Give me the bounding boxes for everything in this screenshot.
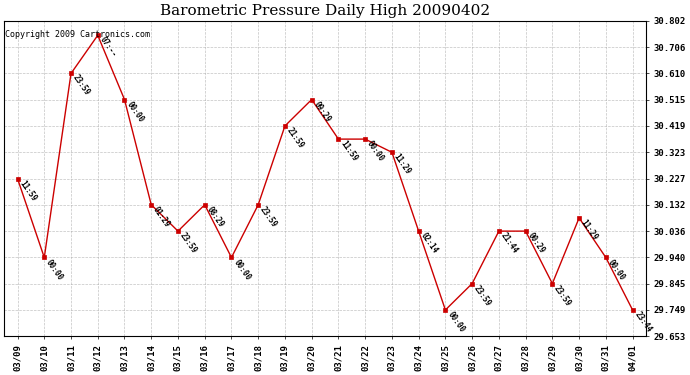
Text: 00:00: 00:00 <box>44 258 65 282</box>
Text: 00:00: 00:00 <box>124 99 145 124</box>
Text: 21:59: 21:59 <box>285 126 306 150</box>
Text: 00:00: 00:00 <box>445 310 466 334</box>
Text: 23:59: 23:59 <box>553 284 573 308</box>
Text: 00:29: 00:29 <box>526 231 546 255</box>
Text: 00:00: 00:00 <box>606 258 627 282</box>
Text: 09:29: 09:29 <box>312 99 333 124</box>
Text: 00:00: 00:00 <box>365 139 386 163</box>
Text: 00:00: 00:00 <box>231 258 252 282</box>
Text: 23:44: 23:44 <box>633 310 653 334</box>
Text: 07:--: 07:-- <box>98 35 119 59</box>
Text: 11:29: 11:29 <box>392 152 413 176</box>
Text: 23:59: 23:59 <box>178 231 199 255</box>
Text: Copyright 2009 Cartronics.com: Copyright 2009 Cartronics.com <box>6 30 150 39</box>
Text: 21:44: 21:44 <box>499 231 520 255</box>
Text: 23:59: 23:59 <box>71 74 92 98</box>
Text: 11:59: 11:59 <box>338 139 359 163</box>
Text: 23:59: 23:59 <box>472 284 493 308</box>
Text: 01:29: 01:29 <box>151 205 172 229</box>
Text: 23:59: 23:59 <box>258 205 279 229</box>
Text: 11:59: 11:59 <box>17 178 38 203</box>
Text: 11:29: 11:29 <box>579 218 600 242</box>
Text: 02:14: 02:14 <box>419 231 440 255</box>
Title: Barometric Pressure Daily High 20090402: Barometric Pressure Daily High 20090402 <box>160 4 490 18</box>
Text: 08:29: 08:29 <box>205 205 226 229</box>
